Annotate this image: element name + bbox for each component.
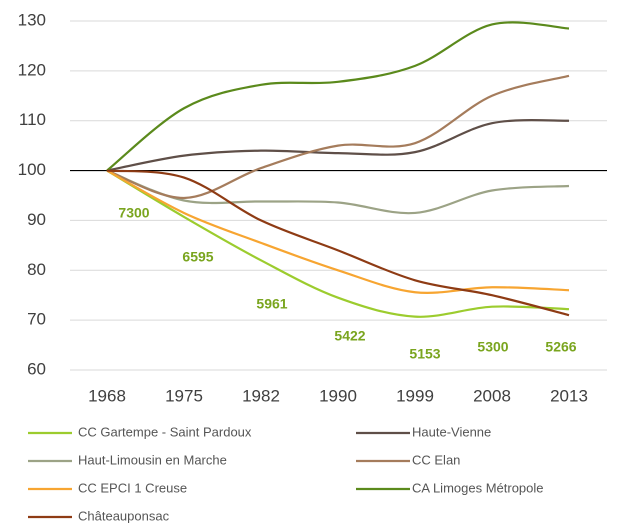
annotation: 5266	[545, 339, 576, 355]
annotation: 5422	[334, 328, 365, 344]
y-tick-label: 60	[27, 359, 46, 378]
legend-label: Haut-Limousin en Marche	[78, 452, 227, 467]
series-line	[106, 74, 570, 200]
legend-label: CC Gartempe - Saint Pardoux	[78, 424, 252, 439]
series-line	[106, 169, 570, 318]
annotation: 7300	[118, 205, 149, 221]
legend-label: Haute-Vienne	[412, 424, 491, 439]
series-line	[106, 119, 570, 172]
legend-label: Châteauponsac	[78, 508, 170, 523]
x-tick-label: 1990	[319, 386, 357, 405]
y-tick-label: 100	[18, 160, 46, 179]
annotation: 5153	[409, 346, 440, 362]
legend-label: CC Elan	[412, 452, 460, 467]
series-line	[106, 169, 570, 294]
x-tick-label: 1999	[396, 386, 434, 405]
legend-label: CC EPCI 1 Creuse	[78, 480, 187, 495]
y-tick-label: 120	[18, 60, 46, 79]
x-tick-label: 1982	[242, 386, 280, 405]
series-line	[106, 169, 570, 215]
y-tick-label: 110	[19, 110, 46, 129]
x-tick-label: 1975	[165, 386, 203, 405]
y-tick-label: 130	[18, 10, 46, 29]
legend-label: CA Limoges Métropole	[412, 480, 544, 495]
y-tick-label: 70	[27, 310, 46, 329]
y-tick-label: 90	[27, 210, 46, 229]
x-tick-label: 1968	[88, 386, 126, 405]
series-line	[106, 169, 570, 317]
x-tick-label: 2013	[550, 386, 588, 405]
annotation: 5300	[477, 339, 508, 355]
x-tick-label: 2008	[473, 386, 511, 405]
y-tick-label: 80	[27, 260, 46, 279]
annotation: 5961	[256, 296, 287, 312]
annotation: 6595	[182, 249, 213, 265]
series-line	[106, 21, 570, 172]
